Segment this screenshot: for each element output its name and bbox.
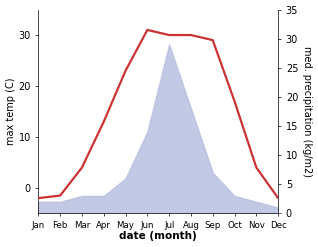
Y-axis label: med. precipitation (kg/m2): med. precipitation (kg/m2) (302, 46, 313, 177)
Y-axis label: max temp (C): max temp (C) (5, 78, 16, 145)
X-axis label: date (month): date (month) (119, 231, 197, 242)
